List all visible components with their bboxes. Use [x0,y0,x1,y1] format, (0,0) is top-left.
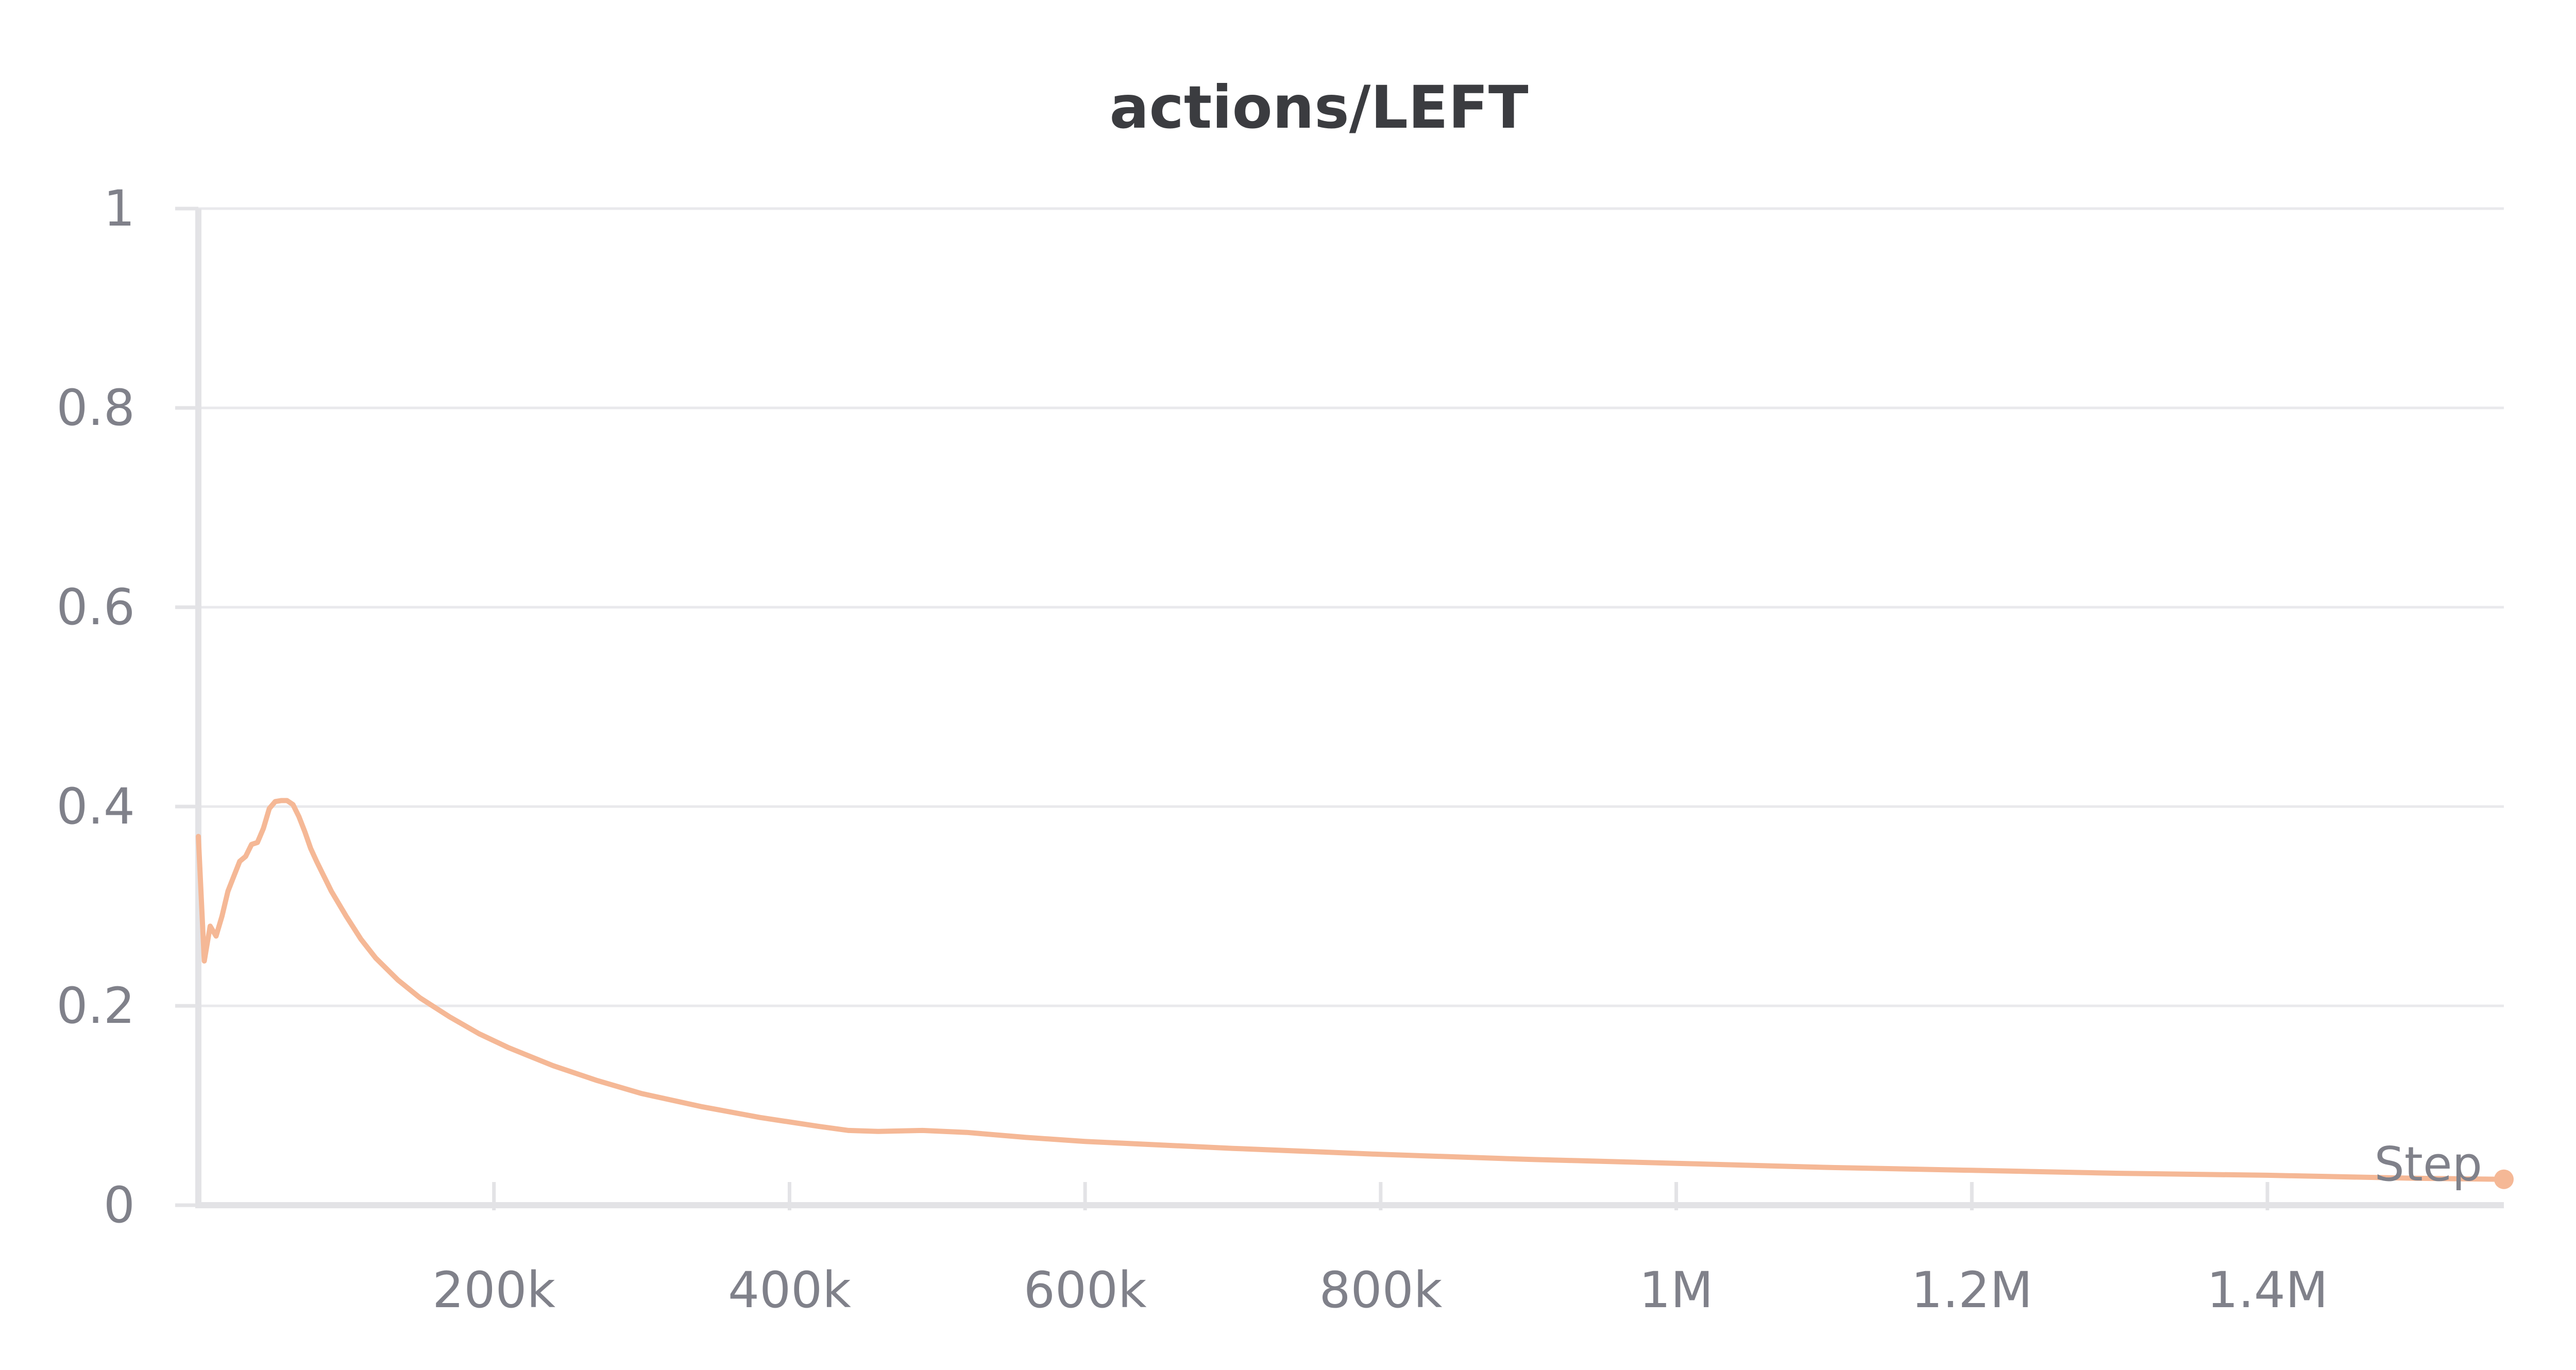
y-tick-label: 0 [104,1176,135,1234]
series-endpoint-marker [2494,1169,2514,1189]
series-line [196,798,2506,1182]
y-tick-label: 0.6 [56,578,135,636]
x-axis: 200k 400k 600k 800k 1M 1.2M 1.4M [432,1182,2328,1319]
y-tick-label: 1 [104,180,135,237]
x-axis-label: Step [2375,1137,2482,1192]
x-tick-label: 600k [1024,1261,1147,1319]
chart-title: actions/LEFT [1109,73,1528,142]
y-tick-label: 0.2 [56,977,135,1035]
grid [198,207,2504,1007]
x-tick-label: 200k [432,1261,555,1319]
y-axis: 0 0.2 0.4 0.6 0.8 1 [56,180,198,1234]
x-tick-label: 1.4M [2207,1261,2328,1319]
x-tick-label: 1.2M [1911,1261,2033,1319]
x-tick-label: 1M [1639,1261,1714,1319]
series [196,798,2514,1189]
x-tick-label: 400k [728,1261,851,1319]
y-tick-label: 0.8 [56,379,135,437]
y-tick-label: 0.4 [56,778,135,835]
x-tick-label: 800k [1319,1261,1442,1319]
